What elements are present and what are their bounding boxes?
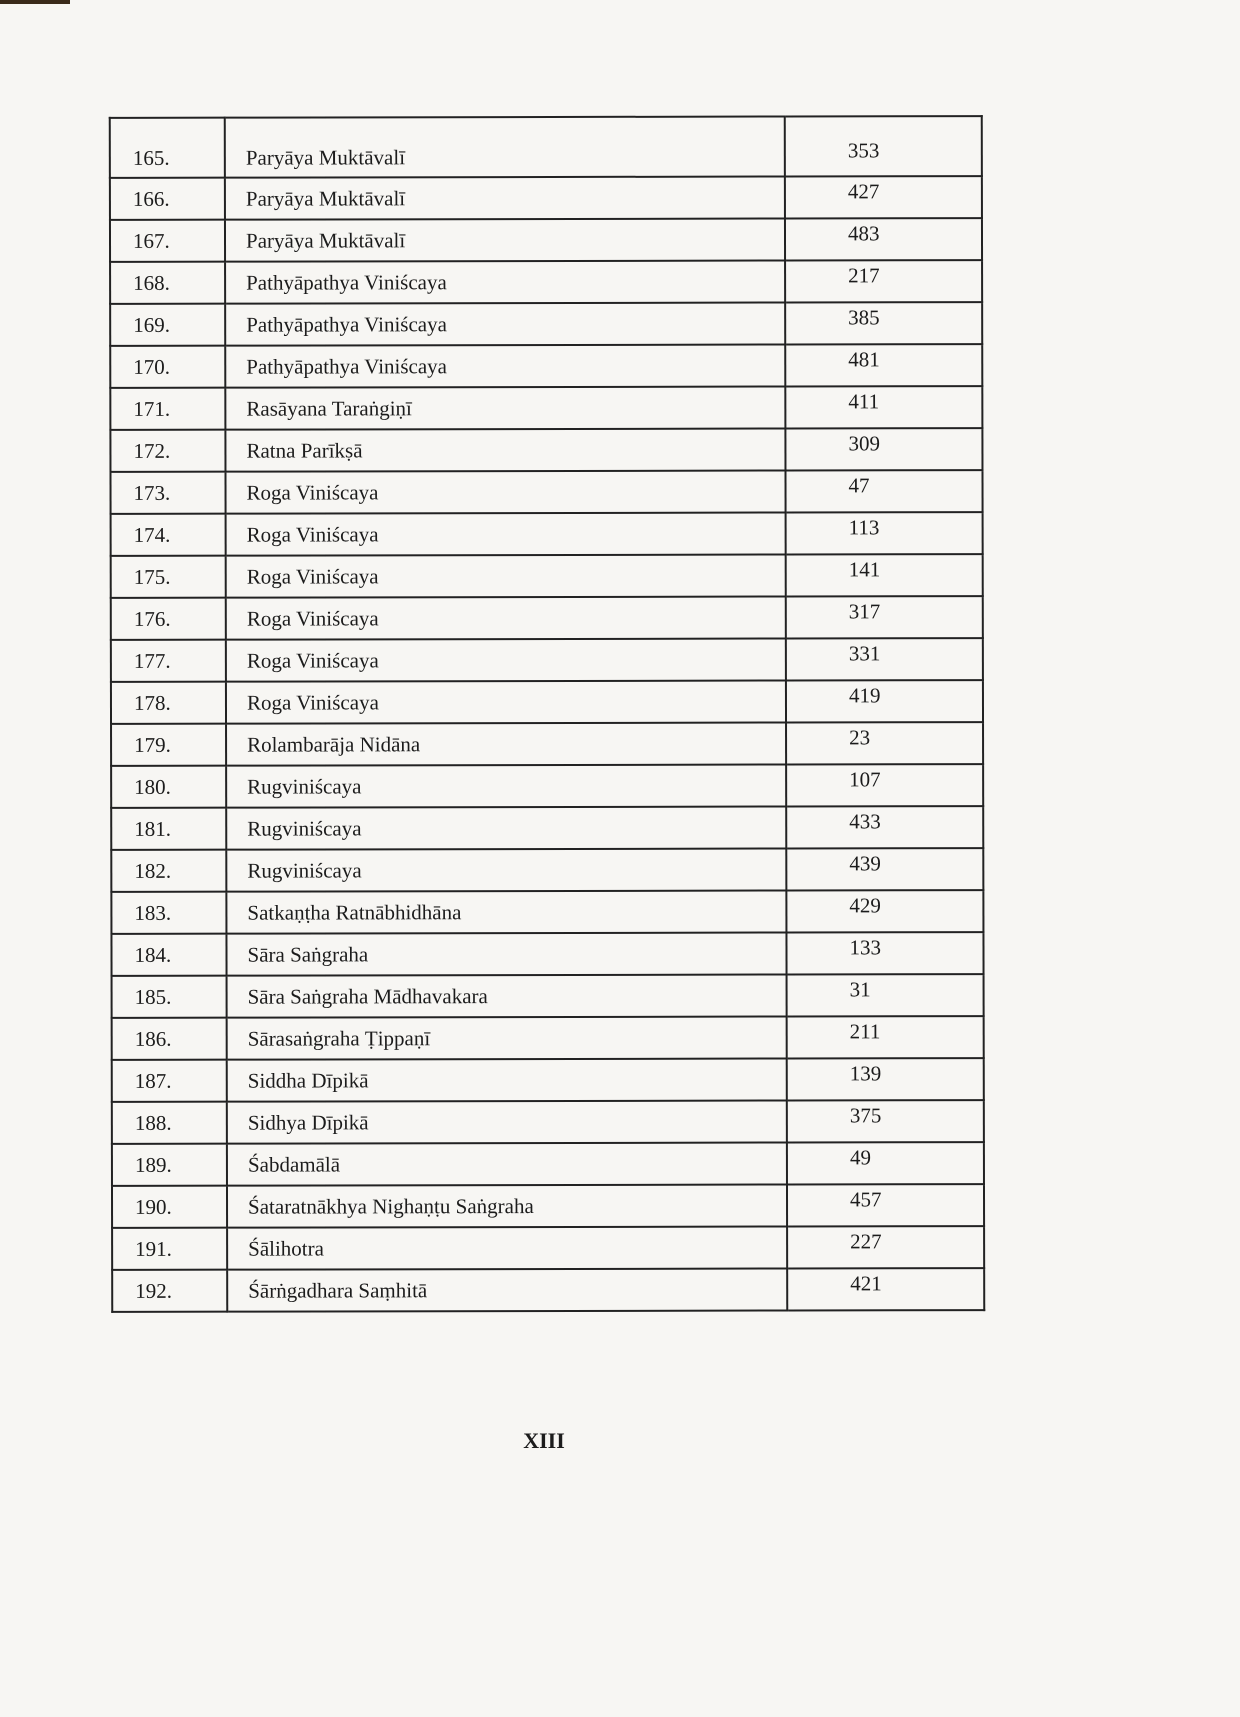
- row-number: 168.: [110, 261, 226, 304]
- row-page: 139: [786, 1052, 984, 1095]
- row-page: 331: [785, 632, 983, 675]
- row-number: 183.: [111, 891, 227, 934]
- row-page: 411: [785, 380, 983, 423]
- row-page: 439: [786, 842, 984, 885]
- row-title: Rasāyana Taraṅgiṇī: [225, 386, 786, 430]
- row-page: 421: [787, 1262, 985, 1305]
- table-row: 165. Paryāya Muktāvalī 353: [109, 110, 982, 178]
- row-page: 49: [786, 1136, 984, 1179]
- row-title: Śālihotra: [227, 1226, 788, 1270]
- row-title: Siddha Dīpikā: [226, 1058, 787, 1102]
- row-number: 178.: [110, 681, 227, 724]
- row-title: Roga Viniścaya: [225, 554, 786, 598]
- row-page: 133: [786, 926, 984, 969]
- row-page: 211: [786, 1010, 984, 1053]
- row-number: 172.: [110, 429, 226, 472]
- row-title: Roga Viniścaya: [225, 470, 786, 514]
- row-title: Sāra Saṅgraha: [226, 932, 787, 976]
- row-title: Satkaṇṭha Ratnābhidhāna: [226, 890, 787, 934]
- row-page: 107: [786, 758, 984, 801]
- row-title: Paryāya Muktāvalī: [224, 218, 786, 262]
- row-title: Rugviniścaya: [226, 848, 787, 892]
- row-title: Rugviniścaya: [226, 764, 787, 808]
- row-page: 353: [784, 110, 982, 171]
- row-title: Roga Viniścaya: [225, 596, 786, 640]
- row-title: Roga Viniścaya: [225, 512, 786, 556]
- row-title: Roga Viniścaya: [225, 638, 786, 682]
- row-page: 483: [784, 212, 983, 255]
- row-number: 191.: [112, 1227, 228, 1270]
- row-number: 169.: [110, 303, 226, 346]
- row-number: 179.: [111, 723, 227, 766]
- row-number: 171.: [110, 387, 226, 430]
- row-number: 185.: [111, 975, 227, 1018]
- row-page: 429: [786, 884, 984, 927]
- row-title: Śabdamālā: [226, 1142, 787, 1186]
- row-title: Pathyāpathya Viniścaya: [225, 344, 786, 388]
- row-page: 31: [786, 968, 984, 1011]
- row-page: 433: [786, 800, 984, 843]
- row-number: 184.: [111, 933, 227, 976]
- row-number: 170.: [110, 345, 226, 388]
- row-page: 419: [785, 674, 984, 717]
- row-title: Roga Viniścaya: [225, 680, 787, 724]
- row-number: 173.: [110, 471, 226, 514]
- row-title: Sāra Saṅgraha Mādhavakara: [226, 974, 787, 1018]
- row-number: 174.: [110, 513, 226, 556]
- row-number: 189.: [111, 1143, 227, 1186]
- index-table: 165. Paryāya Muktāvalī 353 166. Paryāya Mukt…: [109, 110, 986, 1313]
- row-title: Rugviniścaya: [226, 806, 787, 850]
- row-title: Śataratnākhya Nighaṇṭu Saṅgraha: [226, 1184, 788, 1228]
- row-number: 167.: [109, 219, 226, 262]
- row-page: 309: [785, 422, 983, 465]
- row-number: 182.: [111, 849, 227, 892]
- row-number: 181.: [111, 807, 227, 850]
- row-page: 227: [787, 1220, 985, 1263]
- row-number: 175.: [110, 555, 226, 598]
- row-number: 190.: [111, 1185, 228, 1228]
- row-page: 141: [785, 548, 983, 591]
- row-title: Sidhya Dīpikā: [226, 1100, 787, 1144]
- row-title: Pathyāpathya Viniścaya: [225, 260, 786, 304]
- row-title: Rolambarāja Nidāna: [226, 722, 787, 766]
- row-number: 165.: [109, 117, 225, 178]
- row-page: 385: [785, 296, 983, 339]
- row-number: 187.: [111, 1059, 227, 1102]
- row-number: 177.: [110, 639, 226, 682]
- row-page: 47: [785, 464, 983, 507]
- row-page: 427: [784, 170, 982, 213]
- row-page: 113: [785, 506, 983, 549]
- row-page: 317: [785, 590, 983, 633]
- row-number: 186.: [111, 1017, 227, 1060]
- row-title: Ratna Parīkṣā: [225, 428, 786, 472]
- row-number: 166.: [109, 177, 225, 220]
- table-row: 192. Śārṅgadhara Saṃhitā 421: [112, 1262, 985, 1312]
- row-title: Pathyāpathya Viniścaya: [225, 302, 786, 346]
- row-number: 180.: [111, 765, 227, 808]
- row-page: 217: [785, 254, 983, 297]
- row-number: 188.: [111, 1101, 227, 1144]
- row-page: 481: [785, 338, 983, 381]
- row-number: 176.: [110, 597, 226, 640]
- row-title: Sārasaṅgraha Ṭippaṇī: [226, 1016, 787, 1060]
- scan-edge-mark: [0, 0, 70, 4]
- row-page: 375: [786, 1094, 984, 1137]
- row-page: 457: [786, 1178, 985, 1221]
- page-number: XIII: [523, 1428, 565, 1453]
- row-title: Paryāya Muktāvalī: [224, 176, 785, 220]
- row-title: Paryāya Muktāvalī: [224, 116, 785, 178]
- row-page: 23: [786, 716, 984, 759]
- row-number: 192.: [112, 1269, 228, 1312]
- index-table-body: 165. Paryāya Muktāvalī 353 166. Paryāya Mukt…: [109, 110, 985, 1312]
- row-title: Śārṅgadhara Saṃhitā: [227, 1268, 788, 1312]
